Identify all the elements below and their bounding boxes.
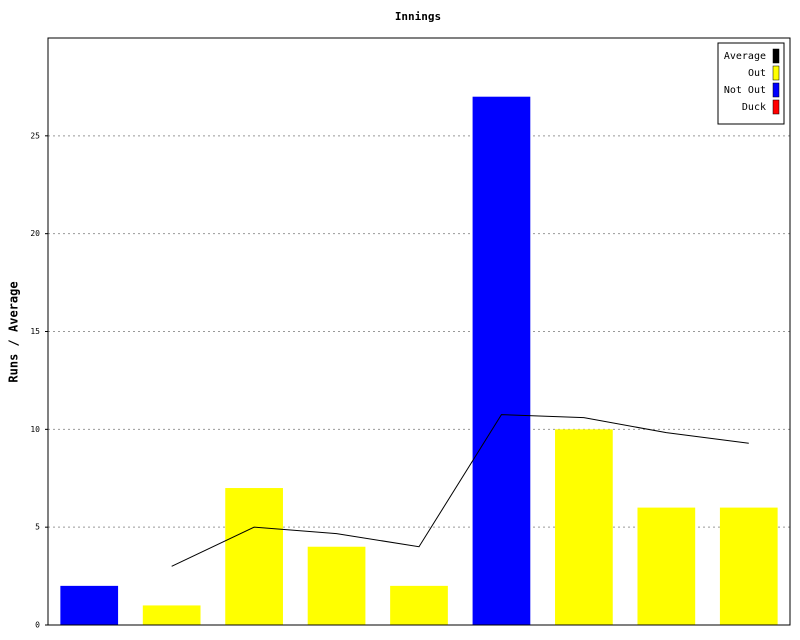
bar — [637, 507, 696, 625]
bar — [225, 488, 283, 625]
plot-area — [48, 96, 790, 625]
plot-frame — [47, 37, 791, 626]
legend: Average Out Not Out Duck — [717, 42, 785, 125]
y-axis-label: Runs / Average — [7, 281, 21, 382]
y-tick-label: 5 — [35, 523, 40, 532]
y-tick-label: 0 — [35, 621, 40, 630]
legend-swatch — [772, 99, 780, 115]
bar — [555, 429, 613, 625]
legend-label: Duck — [742, 102, 766, 113]
bar — [472, 96, 531, 625]
y-tick-label: 10 — [30, 425, 40, 434]
bar — [142, 605, 201, 625]
legend-label: Not Out — [724, 85, 766, 96]
bar — [390, 585, 448, 625]
bar — [60, 585, 119, 625]
legend-label: Average — [724, 51, 766, 62]
y-tick-label: 20 — [30, 229, 40, 238]
legend-label: Out — [748, 68, 766, 79]
bar — [719, 507, 778, 625]
average-line — [171, 414, 749, 567]
bar — [307, 546, 366, 625]
y-tick-label: 15 — [30, 327, 40, 336]
legend-swatch — [772, 82, 780, 98]
chart-title: Innings — [395, 10, 441, 23]
y-tick-label: 25 — [30, 131, 40, 140]
legend-swatch — [772, 48, 780, 64]
legend-swatch — [772, 65, 780, 81]
